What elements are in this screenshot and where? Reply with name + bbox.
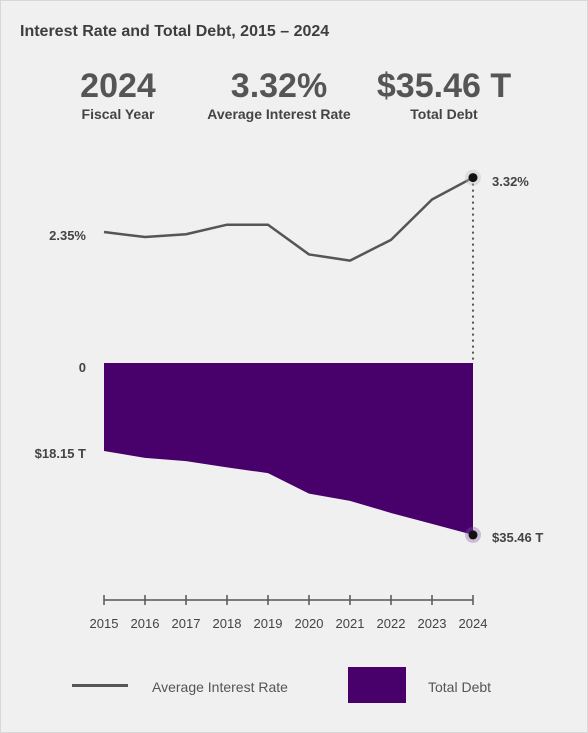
kpi-year-label: Fiscal Year	[81, 106, 155, 122]
legend-debt-label: Total Debt	[428, 679, 492, 695]
kpi-rate-label: Average Interest Rate	[207, 106, 351, 122]
x-tick-label: 2020	[295, 616, 324, 631]
chart-title: Interest Rate and Total Debt, 2015 – 202…	[20, 23, 330, 40]
x-tick-label: 2021	[336, 616, 365, 631]
rate-start-label: 2.35%	[49, 228, 86, 243]
debt-zero-label: 0	[79, 360, 86, 375]
x-tick-label: 2023	[418, 616, 447, 631]
rate-end-label: 3.32%	[492, 174, 529, 189]
x-tick-label: 2018	[213, 616, 242, 631]
kpi-year-value: 2024	[80, 67, 156, 105]
debt-end-marker	[468, 530, 478, 540]
debt-start-label: $18.15 T	[35, 446, 86, 461]
kpi-rate-value: 3.32%	[230, 67, 328, 105]
legend-rate-swatch	[72, 684, 128, 687]
debt-area	[104, 363, 473, 535]
legend-rate-label: Average Interest Rate	[152, 679, 288, 695]
legend-debt-swatch	[348, 667, 406, 703]
rate-end-marker	[468, 173, 478, 183]
x-tick-label: 2019	[254, 616, 283, 631]
kpi-total-debt: $35.46 T Total Debt	[370, 66, 518, 122]
x-tick-label: 2016	[131, 616, 160, 631]
x-tick-label: 2015	[90, 616, 119, 631]
x-tick-label: 2017	[172, 616, 201, 631]
kpi-interest-rate: 3.32% Average Interest Rate	[200, 66, 358, 122]
x-tick-label: 2022	[377, 616, 406, 631]
debt-end-label: $35.46 T	[492, 530, 543, 545]
x-tick-label: 2024	[459, 616, 488, 631]
kpi-fiscal-year: 2024 Fiscal Year	[78, 66, 158, 122]
rate-line	[103, 176, 474, 262]
kpi-debt-label: Total Debt	[410, 106, 478, 122]
kpi-debt-value: $35.46 T	[376, 67, 512, 105]
